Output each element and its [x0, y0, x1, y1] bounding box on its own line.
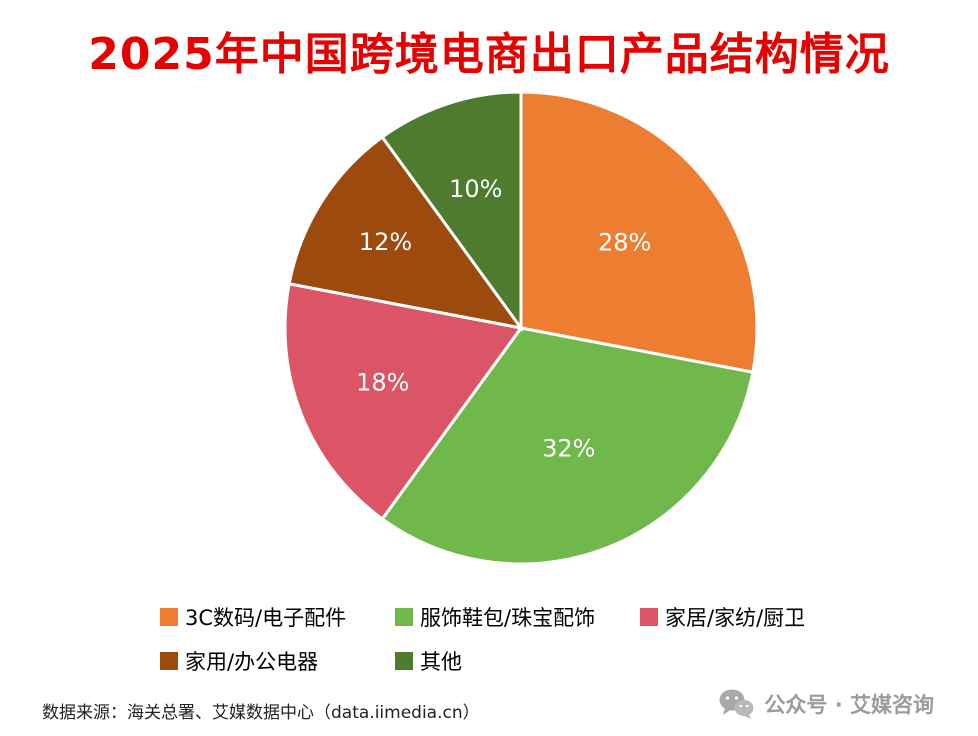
legend: 3C数码/电子配件 服饰鞋包/珠宝配饰 家居/家纺/厨卫家用/办公电器 其他	[160, 602, 860, 676]
pie-slice-label: 10%	[449, 175, 502, 203]
pie-slice	[380, 90, 523, 333]
pie-slice-label: 18%	[356, 369, 409, 397]
wechat-account-label: 公众号 · 艾媒咨询	[764, 693, 934, 717]
pie-chart-svg: 28% 32% 18% 12% 10%	[283, 90, 759, 566]
wechat-icon	[718, 688, 754, 720]
legend-swatch	[640, 608, 658, 626]
data-source-note: 数据来源：海关总署、艾媒数据中心（data.iimedia.cn）	[42, 703, 480, 723]
legend-item: 家用/办公电器	[160, 646, 395, 676]
pie-slice-label: 32%	[542, 435, 595, 463]
legend-item: 服饰鞋包/珠宝配饰	[395, 602, 640, 632]
legend-item: 家居/家纺/厨卫	[640, 602, 805, 632]
legend-label: 服饰鞋包/珠宝配饰	[420, 606, 596, 630]
legend-swatch	[160, 652, 178, 670]
pie-chart: 28% 32% 18% 12% 10%	[0, 88, 978, 580]
legend-label: 其他	[420, 650, 462, 674]
pie-slice	[287, 134, 525, 331]
pie-slice	[519, 90, 759, 374]
legend-item: 其他	[395, 646, 640, 676]
legend-swatch	[395, 608, 413, 626]
legend-swatch	[395, 652, 413, 670]
legend-item: 3C数码/电子配件	[160, 602, 395, 632]
pie-slice	[283, 282, 524, 522]
wechat-badge: 公众号 · 艾媒咨询	[718, 688, 934, 720]
legend-label: 3C数码/电子配件	[185, 606, 347, 630]
pie-slice-label: 12%	[359, 228, 412, 256]
pie-slice-label: 28%	[598, 228, 651, 256]
legend-label: 家用/办公电器	[185, 650, 319, 674]
chart-title: 2025年中国跨境电商出口产品结构情况	[88, 29, 890, 80]
legend-label: 家居/家纺/厨卫	[665, 606, 806, 630]
pie-slice	[380, 326, 755, 566]
legend-swatch	[160, 608, 178, 626]
